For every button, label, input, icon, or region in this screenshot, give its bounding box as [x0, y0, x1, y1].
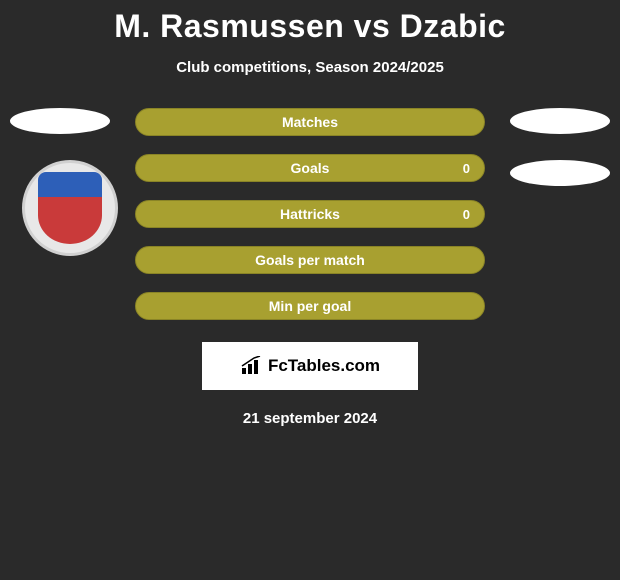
stat-bar-matches: Matches: [135, 108, 485, 136]
stat-value-right: 0: [463, 161, 470, 176]
club-badge-outer: [22, 160, 118, 256]
page-title: M. Rasmussen vs Dzabic: [0, 0, 620, 45]
player-right-marker-2: [510, 160, 610, 186]
comparison-chart: Matches Goals 0 Hattricks 0 Goals per ma…: [0, 108, 620, 427]
stat-bar-goals-per-match: Goals per match: [135, 246, 485, 274]
stat-label: Hattricks: [280, 206, 340, 222]
player-right-marker-1: [510, 108, 610, 134]
stat-bar-hattricks: Hattricks 0: [135, 200, 485, 228]
club-badge-left: [22, 160, 118, 256]
club-badge-shield: [38, 172, 102, 244]
stat-rows: Matches Goals 0 Hattricks 0 Goals per ma…: [135, 108, 485, 320]
bar-chart-icon: [240, 356, 264, 376]
stat-bar-min-per-goal: Min per goal: [135, 292, 485, 320]
stat-label: Goals per match: [255, 252, 365, 268]
page-subtitle: Club competitions, Season 2024/2025: [0, 59, 620, 76]
stat-value-right: 0: [463, 207, 470, 222]
source-logo-box: FcTables.com: [202, 342, 418, 390]
source-logo-text: FcTables.com: [268, 356, 380, 376]
stat-label: Matches: [282, 114, 338, 130]
generated-date: 21 september 2024: [0, 410, 620, 427]
stat-bar-goals: Goals 0: [135, 154, 485, 182]
player-left-marker: [10, 108, 110, 134]
stat-label: Min per goal: [269, 298, 351, 314]
stat-label: Goals: [291, 160, 330, 176]
